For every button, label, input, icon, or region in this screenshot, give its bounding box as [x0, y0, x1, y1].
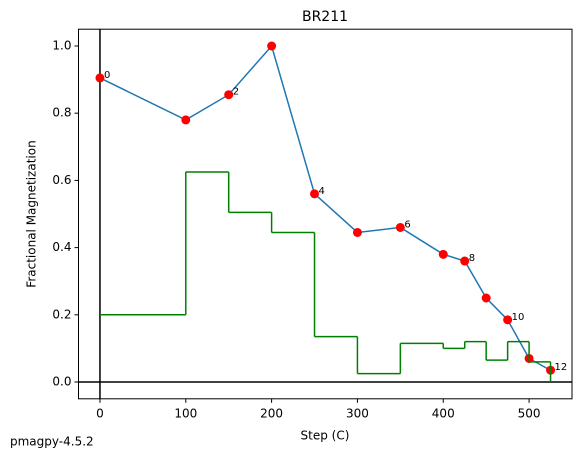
point-label: 12: [555, 362, 568, 373]
data-line: [99, 44, 551, 371]
data-point: [395, 222, 405, 232]
y-tick-label: 0.8: [52, 106, 71, 120]
point-label: 8: [469, 253, 475, 264]
data-point: [481, 293, 491, 303]
data-point: [310, 189, 320, 199]
point-label: 4: [319, 186, 325, 197]
x-tick-label: 0: [96, 406, 104, 420]
footer: pmagpy-4.5.2: [10, 435, 94, 449]
data-point: [267, 41, 277, 51]
point-label: 10: [512, 312, 525, 323]
y-axis-label: Fractional Magnetization: [25, 140, 39, 287]
data-point: [181, 115, 191, 125]
point-label: 0: [104, 70, 110, 81]
point-label: 2: [233, 87, 239, 98]
x-tick-label: 300: [346, 406, 369, 420]
chart-title: BR211: [302, 9, 348, 25]
x-tick-label: 100: [174, 406, 197, 420]
data-point: [352, 227, 362, 237]
data-point: [95, 73, 105, 83]
data-point: [503, 315, 513, 325]
y-tick-label: 0.4: [52, 240, 71, 254]
x-tick-label: 200: [260, 406, 283, 420]
x-tick-label: 500: [518, 406, 541, 420]
y-tick-label: 0.2: [52, 307, 71, 321]
data-point: [460, 256, 470, 266]
x-axis-label: Step (C): [301, 429, 350, 443]
data-point: [224, 90, 234, 100]
data-point: [438, 249, 448, 259]
y-tick-label: 0.0: [52, 375, 71, 389]
y-tick-label: 0.6: [52, 173, 71, 187]
y-tick-label: 1.0: [52, 39, 71, 53]
point-label: 6: [404, 219, 410, 230]
plot-frame: [78, 28, 573, 400]
x-tick-label: 400: [432, 406, 455, 420]
